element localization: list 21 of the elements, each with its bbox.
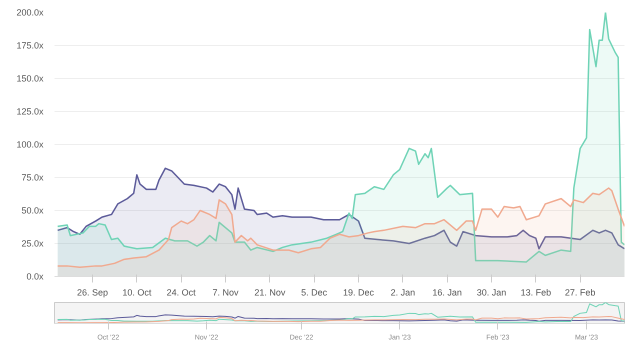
y-tick-label: 125.0x: [16, 106, 44, 116]
y-tick-label: 50.0x: [21, 206, 44, 216]
x-tick-label: 7. Nov: [212, 288, 240, 298]
x-tick-label: 26. Sep: [76, 288, 108, 298]
y-tick-label: 100.0x: [16, 140, 44, 150]
x-tick-label: 16. Jan: [432, 288, 462, 298]
y-tick-label: 25.0x: [21, 238, 44, 248]
x-tick-label: 2. Jan: [390, 288, 416, 298]
y-tick-label: 150.0x: [16, 74, 44, 84]
x-tick-label: 30. Jan: [476, 288, 506, 298]
y-tick-label: 0.0x: [26, 272, 44, 282]
x-tick-label: 19. Dec: [342, 288, 375, 298]
y-tick-label: 75.0x: [21, 172, 44, 182]
x-tick-label: 5. Dec: [301, 288, 328, 298]
x-tick-label: 21. Nov: [254, 288, 286, 298]
y-tick-label: 175.0x: [16, 40, 44, 50]
x-tick-label: 10. Oct: [122, 288, 152, 298]
x-tick-label: 27. Feb: [564, 288, 596, 298]
x-tick-label: 24. Oct: [166, 288, 196, 298]
y-tick-label: 200.0x: [16, 8, 44, 18]
x-tick-label: 13. Feb: [520, 288, 552, 298]
